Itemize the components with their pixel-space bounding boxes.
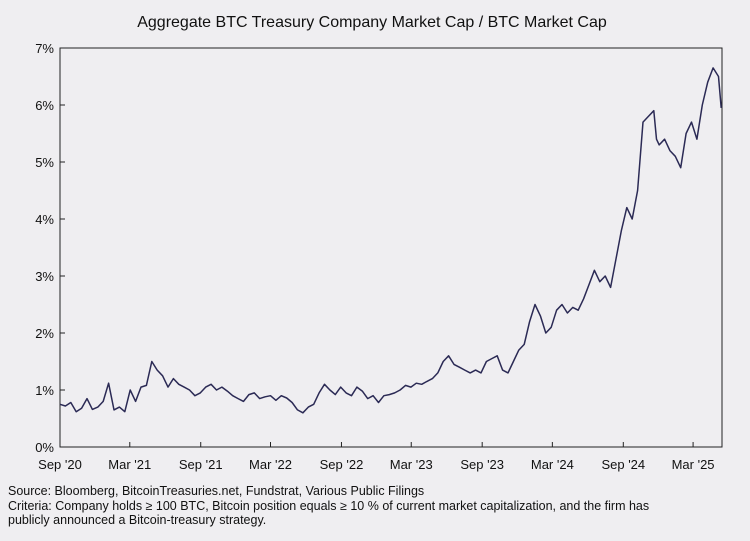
x-tick-label: Mar '24 (531, 457, 574, 472)
y-tick-label: 4% (35, 212, 54, 227)
x-tick-label: Sep '20 (38, 457, 82, 472)
chart-title: Aggregate BTC Treasury Company Market Ca… (137, 14, 607, 31)
criteria-note-line2: publicly announced a Bitcoin-treasury st… (8, 513, 267, 527)
y-tick-label: 7% (35, 41, 54, 56)
x-tick-label: Sep '23 (460, 457, 504, 472)
x-axis: Sep '20 Mar '21 Sep '21 Mar '22 Sep '22 Mar '… (38, 442, 715, 472)
plot-area (59, 47, 723, 448)
series-line (59, 67, 722, 414)
y-tick-label: 0% (35, 440, 54, 455)
source-note: Source: Bloomberg, BitcoinTreasuries.net… (8, 484, 425, 498)
x-tick-label: Mar '23 (390, 457, 433, 472)
x-tick-label: Mar '22 (249, 457, 292, 472)
x-tick-label: Mar '21 (108, 457, 151, 472)
line-chart: Aggregate BTC Treasury Company Market Ca… (35, 14, 723, 472)
x-tick-label: Sep '22 (320, 457, 364, 472)
y-tick-label: 5% (35, 155, 54, 170)
y-tick-label: 6% (35, 98, 54, 113)
chart-notes: Source: Bloomberg, BitcoinTreasuries.net… (8, 484, 738, 528)
x-tick-label: Sep '24 (601, 457, 645, 472)
y-tick-label: 3% (35, 269, 54, 284)
y-axis: 0% 1% 2% 3% 4% 5% 6% 7% (35, 41, 65, 455)
x-tick-label: Sep '21 (179, 457, 223, 472)
y-tick-label: 2% (35, 326, 54, 341)
criteria-note-line1: Criteria: Company holds ≥ 100 BTC, Bitco… (8, 498, 650, 513)
y-tick-label: 1% (35, 383, 54, 398)
x-tick-label: Mar '25 (672, 457, 715, 472)
